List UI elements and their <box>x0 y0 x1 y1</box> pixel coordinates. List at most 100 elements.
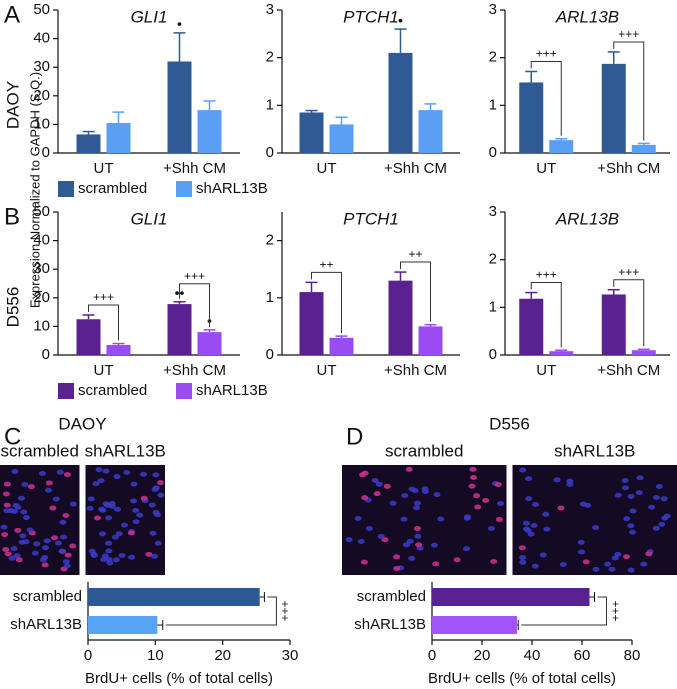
bracket <box>311 271 342 334</box>
bar <box>388 280 413 355</box>
cell-nucleus <box>611 555 619 561</box>
cell-nucleus <box>648 504 656 510</box>
cell-nucleus <box>413 505 421 511</box>
cell-nucleus <box>27 484 35 490</box>
cell-nucleus <box>127 530 135 536</box>
cell-nucleus <box>150 553 158 559</box>
y-tick-label: 0 <box>266 346 274 363</box>
cell-nucleus <box>432 561 440 567</box>
cell-nucleus <box>413 526 421 532</box>
cell-nucleus <box>100 557 108 563</box>
cell-nucleus <box>4 551 12 557</box>
bar <box>418 326 443 355</box>
cell-nucleus <box>118 552 126 558</box>
bracket <box>613 279 645 347</box>
cell-nucleus <box>553 477 561 483</box>
cell-nucleus <box>592 566 600 572</box>
cell-nucleus <box>59 519 67 525</box>
y-axis-label: Expression Normalized to GAPDH (S.Q.) <box>27 72 42 308</box>
cell-nucleus <box>635 490 643 496</box>
legend-label: shARL13B <box>196 382 268 399</box>
cell-nucleus <box>660 496 668 502</box>
subplot-title: ARL13B <box>555 209 619 228</box>
bar <box>631 144 656 153</box>
cell-nucleus <box>623 516 631 522</box>
bar <box>549 351 574 355</box>
panel-title: D556 <box>489 414 530 433</box>
y-tick-label: 10 <box>33 317 50 334</box>
cell-nucleus <box>470 474 478 480</box>
cell-nucleus <box>473 493 481 499</box>
bracket-label: +++ <box>618 27 639 41</box>
subplot-title: PTCH1 <box>343 7 399 26</box>
cell-nucleus <box>1 532 9 538</box>
x-tick-label: +Shh CM <box>597 362 660 379</box>
cell-nucleus <box>539 552 547 558</box>
cell-nucleus <box>43 538 51 544</box>
cell-nucleus <box>3 502 11 508</box>
cell-nucleus <box>357 539 365 545</box>
cell-nucleus <box>18 539 26 545</box>
y-tick-label: 20 <box>33 87 50 104</box>
y-tick-label: 0 <box>266 144 274 161</box>
x-tick-label: +Shh CM <box>384 362 447 379</box>
bar <box>106 122 131 153</box>
cell-nucleus <box>130 481 138 487</box>
cell-nucleus <box>629 508 637 514</box>
image-label: shARL13B <box>554 441 635 460</box>
cell-nucleus <box>527 531 535 537</box>
bar <box>601 63 626 153</box>
legend-swatch <box>176 181 192 197</box>
cell-nucleus <box>148 502 156 508</box>
x-tick-label: +Shh CM <box>384 160 447 177</box>
row-label: DAOY <box>3 81 22 129</box>
cell-nucleus <box>640 561 648 567</box>
cell-nucleus <box>22 515 30 521</box>
cell-nucleus <box>26 527 34 533</box>
cell-nucleus <box>592 524 600 530</box>
cell-nucleus <box>152 472 160 478</box>
significance-marker: • <box>177 16 182 32</box>
cell-nucleus <box>11 508 19 514</box>
cell-nucleus <box>19 533 27 539</box>
cell-nucleus <box>414 533 422 539</box>
cell-nucleus <box>149 530 157 536</box>
legend-label: scrambled <box>78 180 147 197</box>
x-tick-label: +Shh CM <box>163 160 226 177</box>
cell-nucleus <box>10 546 18 552</box>
cell-nucleus <box>2 546 10 552</box>
bracket <box>88 304 119 341</box>
cell-nucleus <box>627 523 635 529</box>
cell-nucleus <box>105 515 113 521</box>
cell-nucleus <box>469 466 477 472</box>
x-tick-label: 40 <box>524 647 541 664</box>
x-axis-label: BrdU+ cells (% of total cells) <box>428 670 616 687</box>
image-label: scrambled <box>385 441 463 460</box>
bar <box>329 337 354 355</box>
x-tick-label: 60 <box>574 647 591 664</box>
cell-nucleus <box>354 516 362 522</box>
cell-nucleus <box>652 525 660 531</box>
cell-nucleus <box>603 561 611 567</box>
x-tick-label: 30 <box>282 647 299 664</box>
x-tick-label: 0 <box>84 647 92 664</box>
y-tick-label: 2 <box>489 251 497 268</box>
bracket <box>530 60 562 136</box>
y-tick-label: 10 <box>33 115 50 132</box>
cell-nucleus <box>411 488 419 494</box>
cell-nucleus <box>523 526 531 532</box>
cell-nucleus <box>365 525 373 531</box>
y-tick-label: 30 <box>33 58 50 75</box>
x-tick-label: UT <box>536 160 556 177</box>
cell-nucleus <box>132 507 140 513</box>
bracket <box>530 282 562 348</box>
cell-nucleus <box>62 513 70 519</box>
cell-nucleus <box>58 548 66 554</box>
cell-nucleus <box>99 507 107 513</box>
bracket <box>165 596 277 626</box>
cell-nucleus <box>69 543 77 549</box>
panel-letter: C <box>4 423 21 450</box>
cell-nucleus <box>495 516 503 522</box>
cell-nucleus <box>525 476 533 482</box>
cell-nucleus <box>51 535 59 541</box>
